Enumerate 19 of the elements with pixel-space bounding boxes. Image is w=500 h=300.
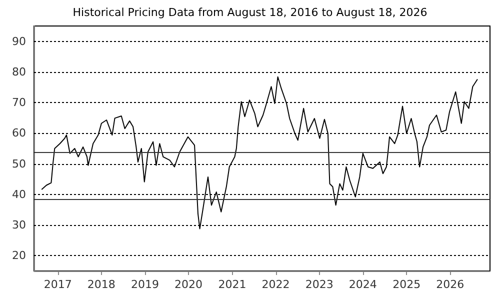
y-tick-label: 60 — [12, 126, 26, 140]
x-tick-label: 2024 — [348, 278, 377, 291]
y-tick-label: 50 — [12, 157, 26, 170]
x-tick-label: 2025 — [392, 278, 421, 291]
y-tick-label: 70 — [12, 96, 26, 110]
x-tick-label: 2018 — [87, 278, 116, 291]
y-tick-label: 40 — [12, 188, 26, 201]
x-tick-label: 2026 — [436, 278, 464, 291]
x-tick-label: 2021 — [218, 278, 246, 291]
x-tick-label: 2017 — [44, 278, 72, 291]
y-tick-label: 80 — [12, 65, 26, 78]
y-tick-label: 20 — [12, 249, 26, 262]
x-tick-label: 2023 — [305, 278, 334, 291]
chart-title: Historical Pricing Data from August 18, 2016 to August 18, 2026 — [72, 6, 428, 19]
y-tick-label: 30 — [12, 218, 26, 232]
y-tick-label: 90 — [12, 34, 26, 48]
x-tick-label: 2019 — [130, 278, 159, 291]
x-tick-label: 2020 — [174, 278, 203, 291]
x-tick-label: 2022 — [262, 278, 290, 291]
